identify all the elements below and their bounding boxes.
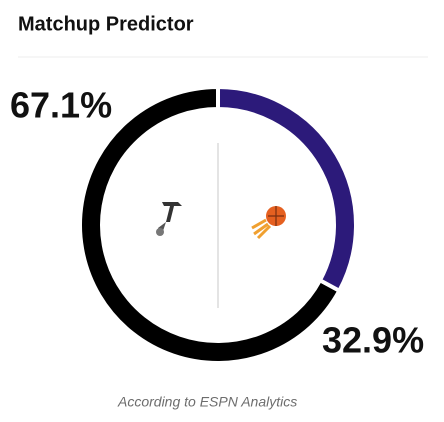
team-logo-away (156, 202, 182, 236)
value-label: 67.1% (10, 85, 112, 126)
donut-slice (78, 84, 343, 365)
chart-title: Matchup Predictor (18, 13, 194, 35)
donut-slice (216, 84, 358, 294)
team-logo-home (251, 206, 286, 240)
source-note: According to ESPN Analytics (117, 394, 297, 410)
value-label: 32.9% (322, 320, 424, 361)
